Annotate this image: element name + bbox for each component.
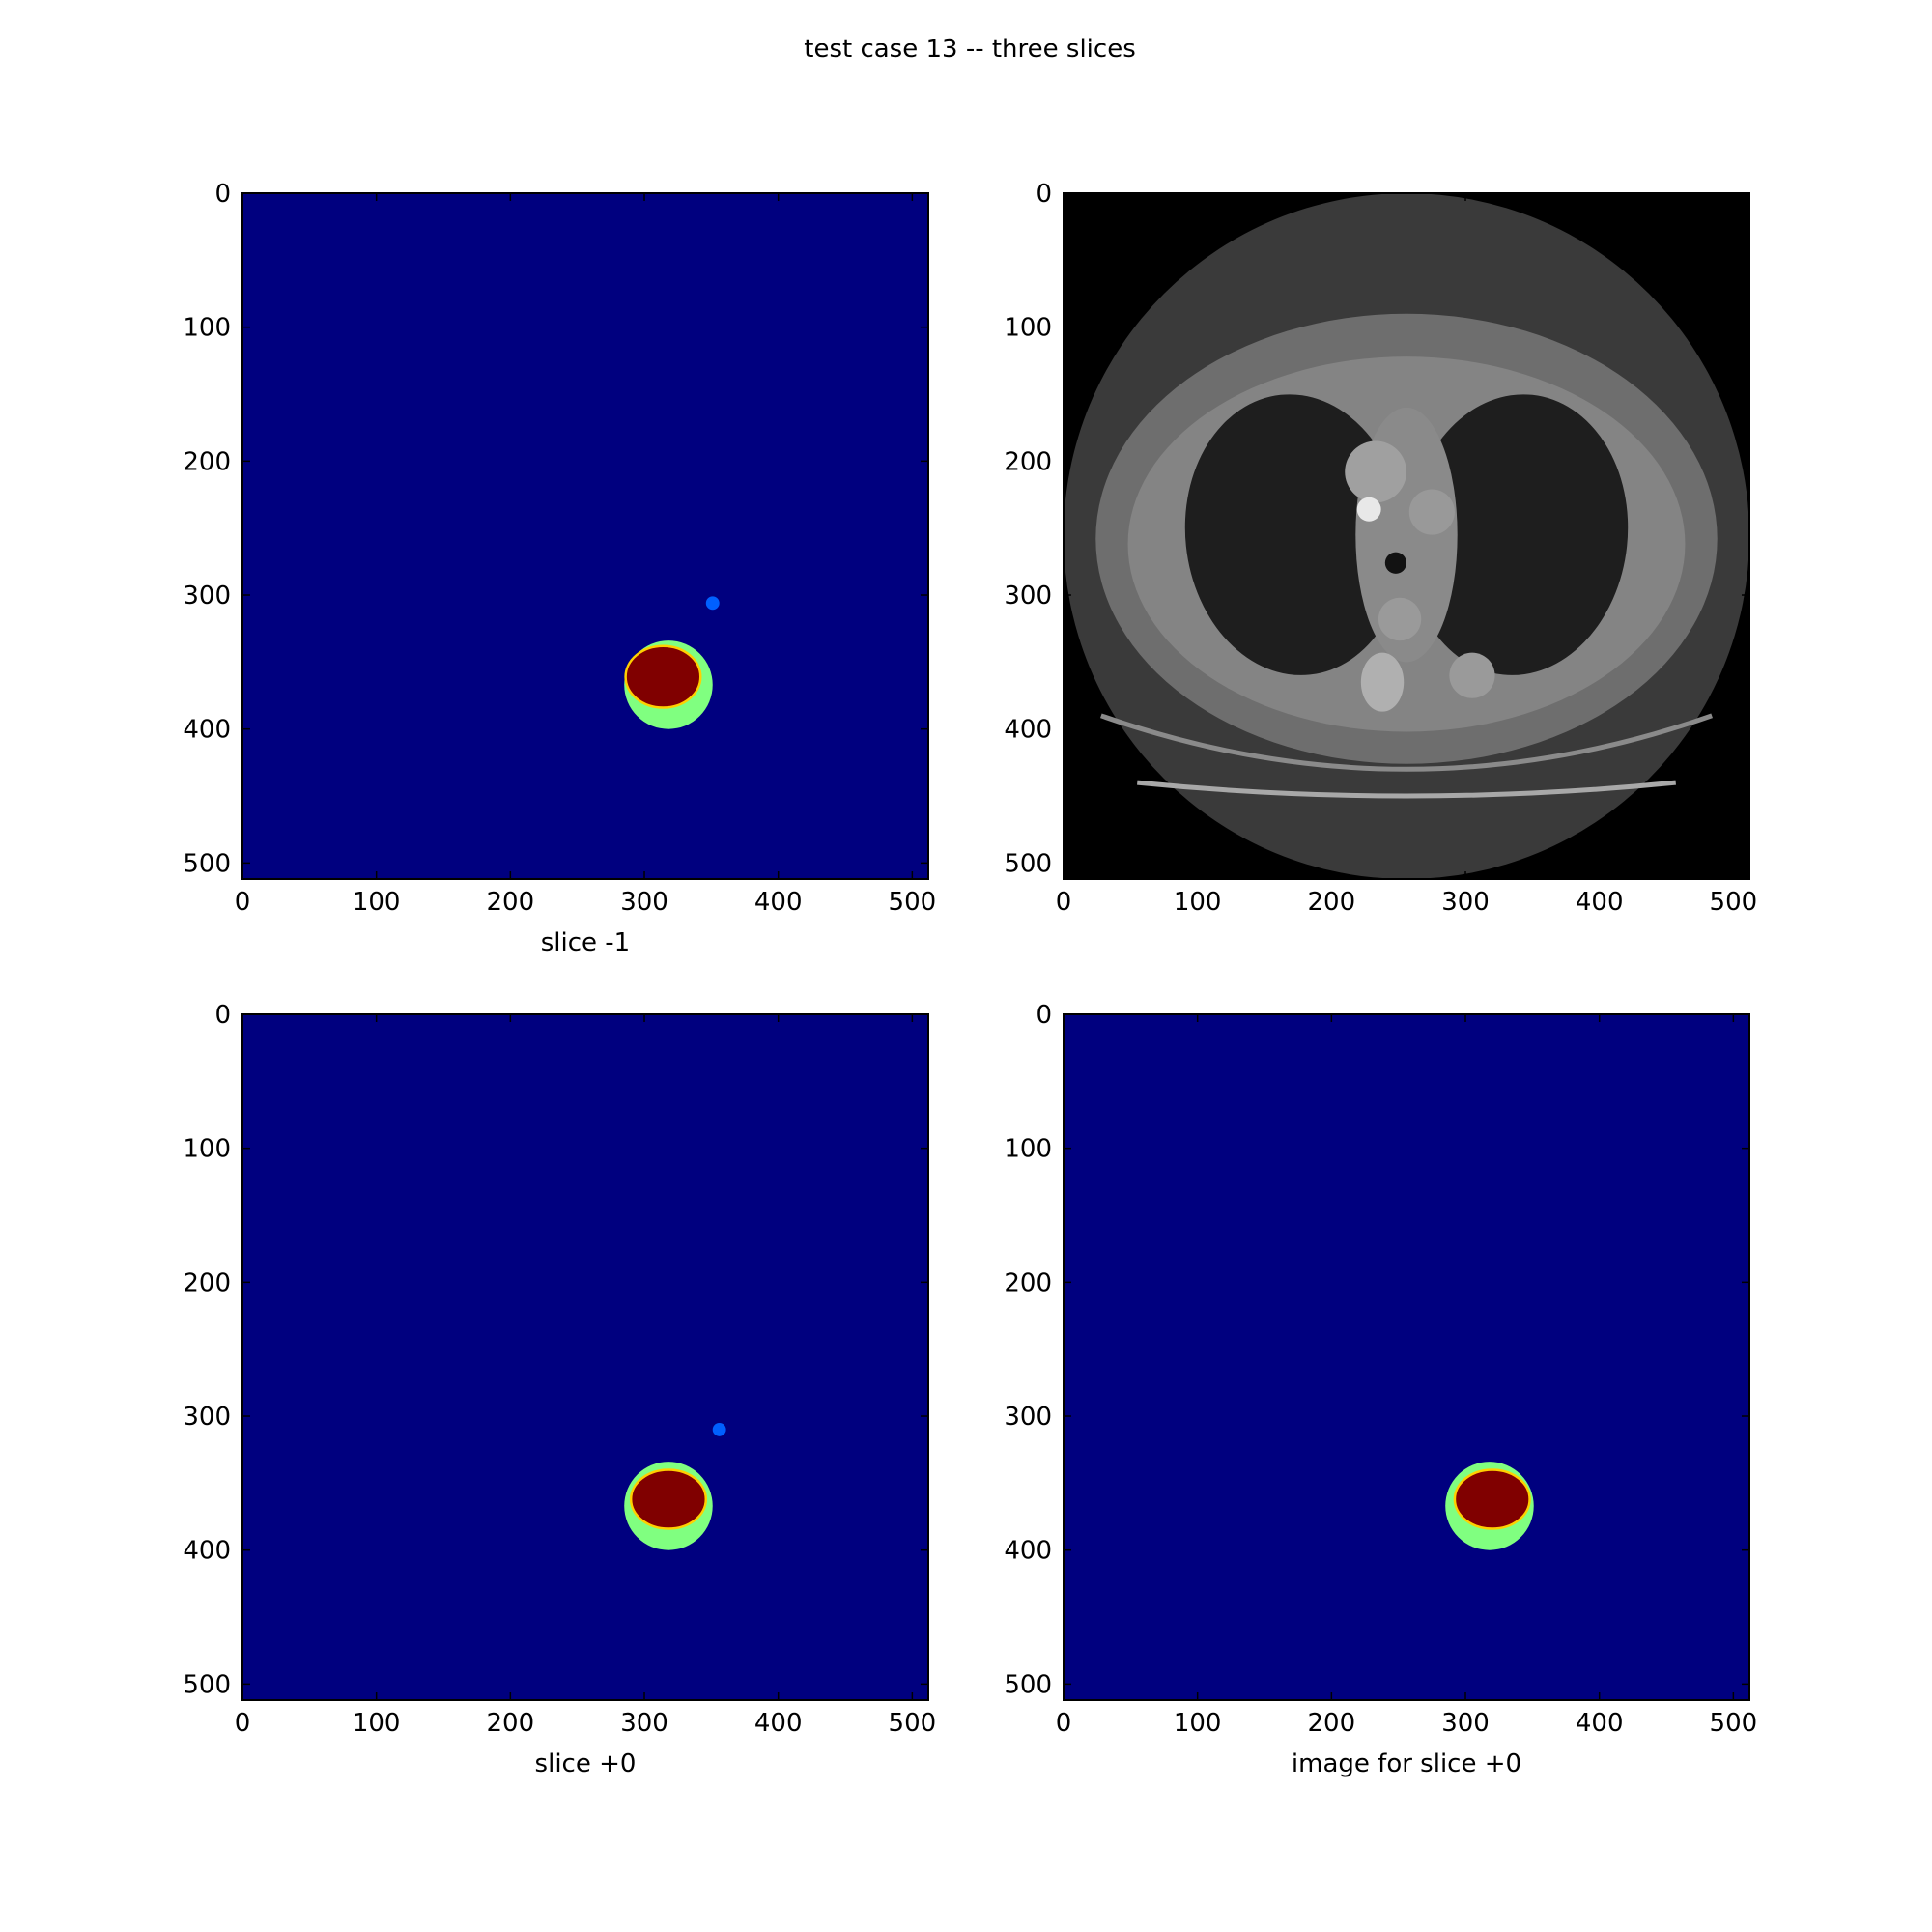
ct-table-bottom bbox=[1137, 780, 1676, 799]
panel-image bbox=[242, 193, 928, 879]
panel-image bbox=[1064, 1014, 1749, 1700]
y-tick-label: 400 bbox=[183, 716, 231, 745]
feature-spot bbox=[712, 1422, 726, 1436]
x-tick-label: 400 bbox=[754, 888, 803, 917]
axes-frame bbox=[242, 1013, 929, 1701]
x-tick-label: 400 bbox=[754, 1709, 803, 1738]
x-tick-label: 300 bbox=[620, 1709, 668, 1738]
ct-nodule bbox=[1449, 652, 1495, 698]
panel-image bbox=[242, 1014, 928, 1700]
x-tick-label: 100 bbox=[1174, 1709, 1222, 1738]
y-tick-label: 100 bbox=[183, 1135, 231, 1164]
x-tick-label: 500 bbox=[1710, 888, 1758, 917]
ct-left-lung bbox=[1406, 394, 1629, 675]
ct-aorta bbox=[1345, 440, 1406, 503]
y-tick-label: 300 bbox=[1004, 582, 1052, 611]
y-tick-label: 400 bbox=[1004, 716, 1052, 745]
y-tick-label: 0 bbox=[214, 1001, 231, 1030]
y-tick-label: 500 bbox=[183, 1670, 231, 1699]
y-tick-label: 100 bbox=[183, 314, 231, 343]
y-tick-label: 0 bbox=[214, 180, 231, 209]
ct-airway bbox=[1384, 552, 1406, 574]
x-axis-label: image for slice +0 bbox=[1292, 1749, 1521, 1778]
x-tick-label: 100 bbox=[353, 1709, 401, 1738]
x-tick-label: 300 bbox=[620, 888, 668, 917]
y-tick-label: 200 bbox=[1004, 447, 1052, 476]
y-tick-label: 0 bbox=[1036, 180, 1052, 209]
y-tick-label: 100 bbox=[1004, 1135, 1052, 1164]
ct-vertebra bbox=[1360, 652, 1405, 712]
ct-table-top bbox=[1100, 713, 1713, 772]
y-tick-label: 400 bbox=[183, 1537, 231, 1566]
image-background bbox=[242, 1014, 928, 1700]
x-tick-label: 400 bbox=[1576, 888, 1624, 917]
x-tick-label: 0 bbox=[235, 1709, 251, 1738]
x-tick-label: 300 bbox=[1441, 888, 1490, 917]
feature-core bbox=[629, 1468, 708, 1530]
feature-core bbox=[624, 644, 702, 709]
x-tick-label: 300 bbox=[1441, 1709, 1490, 1738]
panel-image bbox=[1064, 193, 1749, 879]
y-tick-label: 300 bbox=[183, 582, 231, 611]
y-tick-label: 0 bbox=[1036, 1001, 1052, 1030]
ct-pulmonary-artery bbox=[1408, 489, 1455, 535]
y-tick-label: 400 bbox=[1004, 1537, 1052, 1566]
feature-spot bbox=[705, 596, 720, 611]
figure-title: test case 13 -- three slices bbox=[804, 35, 1135, 64]
x-tick-label: 100 bbox=[353, 888, 401, 917]
axes-frame bbox=[1063, 192, 1750, 880]
y-tick-label: 100 bbox=[1004, 314, 1052, 343]
feature-core bbox=[1453, 1468, 1531, 1530]
y-tick-label: 200 bbox=[183, 1268, 231, 1297]
x-tick-label: 200 bbox=[487, 888, 535, 917]
ct-calcification bbox=[1356, 497, 1381, 522]
x-tick-label: 100 bbox=[1174, 888, 1222, 917]
image-background bbox=[1064, 1014, 1749, 1700]
x-tick-label: 0 bbox=[1056, 888, 1072, 917]
y-tick-label: 500 bbox=[1004, 1670, 1052, 1699]
x-tick-label: 0 bbox=[1056, 1709, 1072, 1738]
y-tick-label: 500 bbox=[1004, 849, 1052, 878]
x-tick-label: 500 bbox=[889, 888, 937, 917]
x-tick-label: 200 bbox=[1308, 888, 1356, 917]
x-axis-label: slice -1 bbox=[541, 928, 630, 957]
x-tick-label: 500 bbox=[889, 1709, 937, 1738]
y-tick-label: 500 bbox=[183, 849, 231, 878]
ct-descending-aorta bbox=[1378, 597, 1422, 641]
y-tick-label: 300 bbox=[1004, 1403, 1052, 1432]
image-background bbox=[242, 193, 928, 879]
axes-frame bbox=[242, 192, 929, 880]
axes-frame bbox=[1063, 1013, 1750, 1701]
y-tick-label: 200 bbox=[183, 447, 231, 476]
y-tick-label: 300 bbox=[183, 1403, 231, 1432]
x-tick-label: 400 bbox=[1576, 1709, 1624, 1738]
x-tick-label: 200 bbox=[487, 1709, 535, 1738]
y-tick-label: 200 bbox=[1004, 1268, 1052, 1297]
x-tick-label: 500 bbox=[1710, 1709, 1758, 1738]
x-tick-label: 0 bbox=[235, 888, 251, 917]
x-tick-label: 200 bbox=[1308, 1709, 1356, 1738]
x-axis-label: slice +0 bbox=[535, 1749, 637, 1778]
